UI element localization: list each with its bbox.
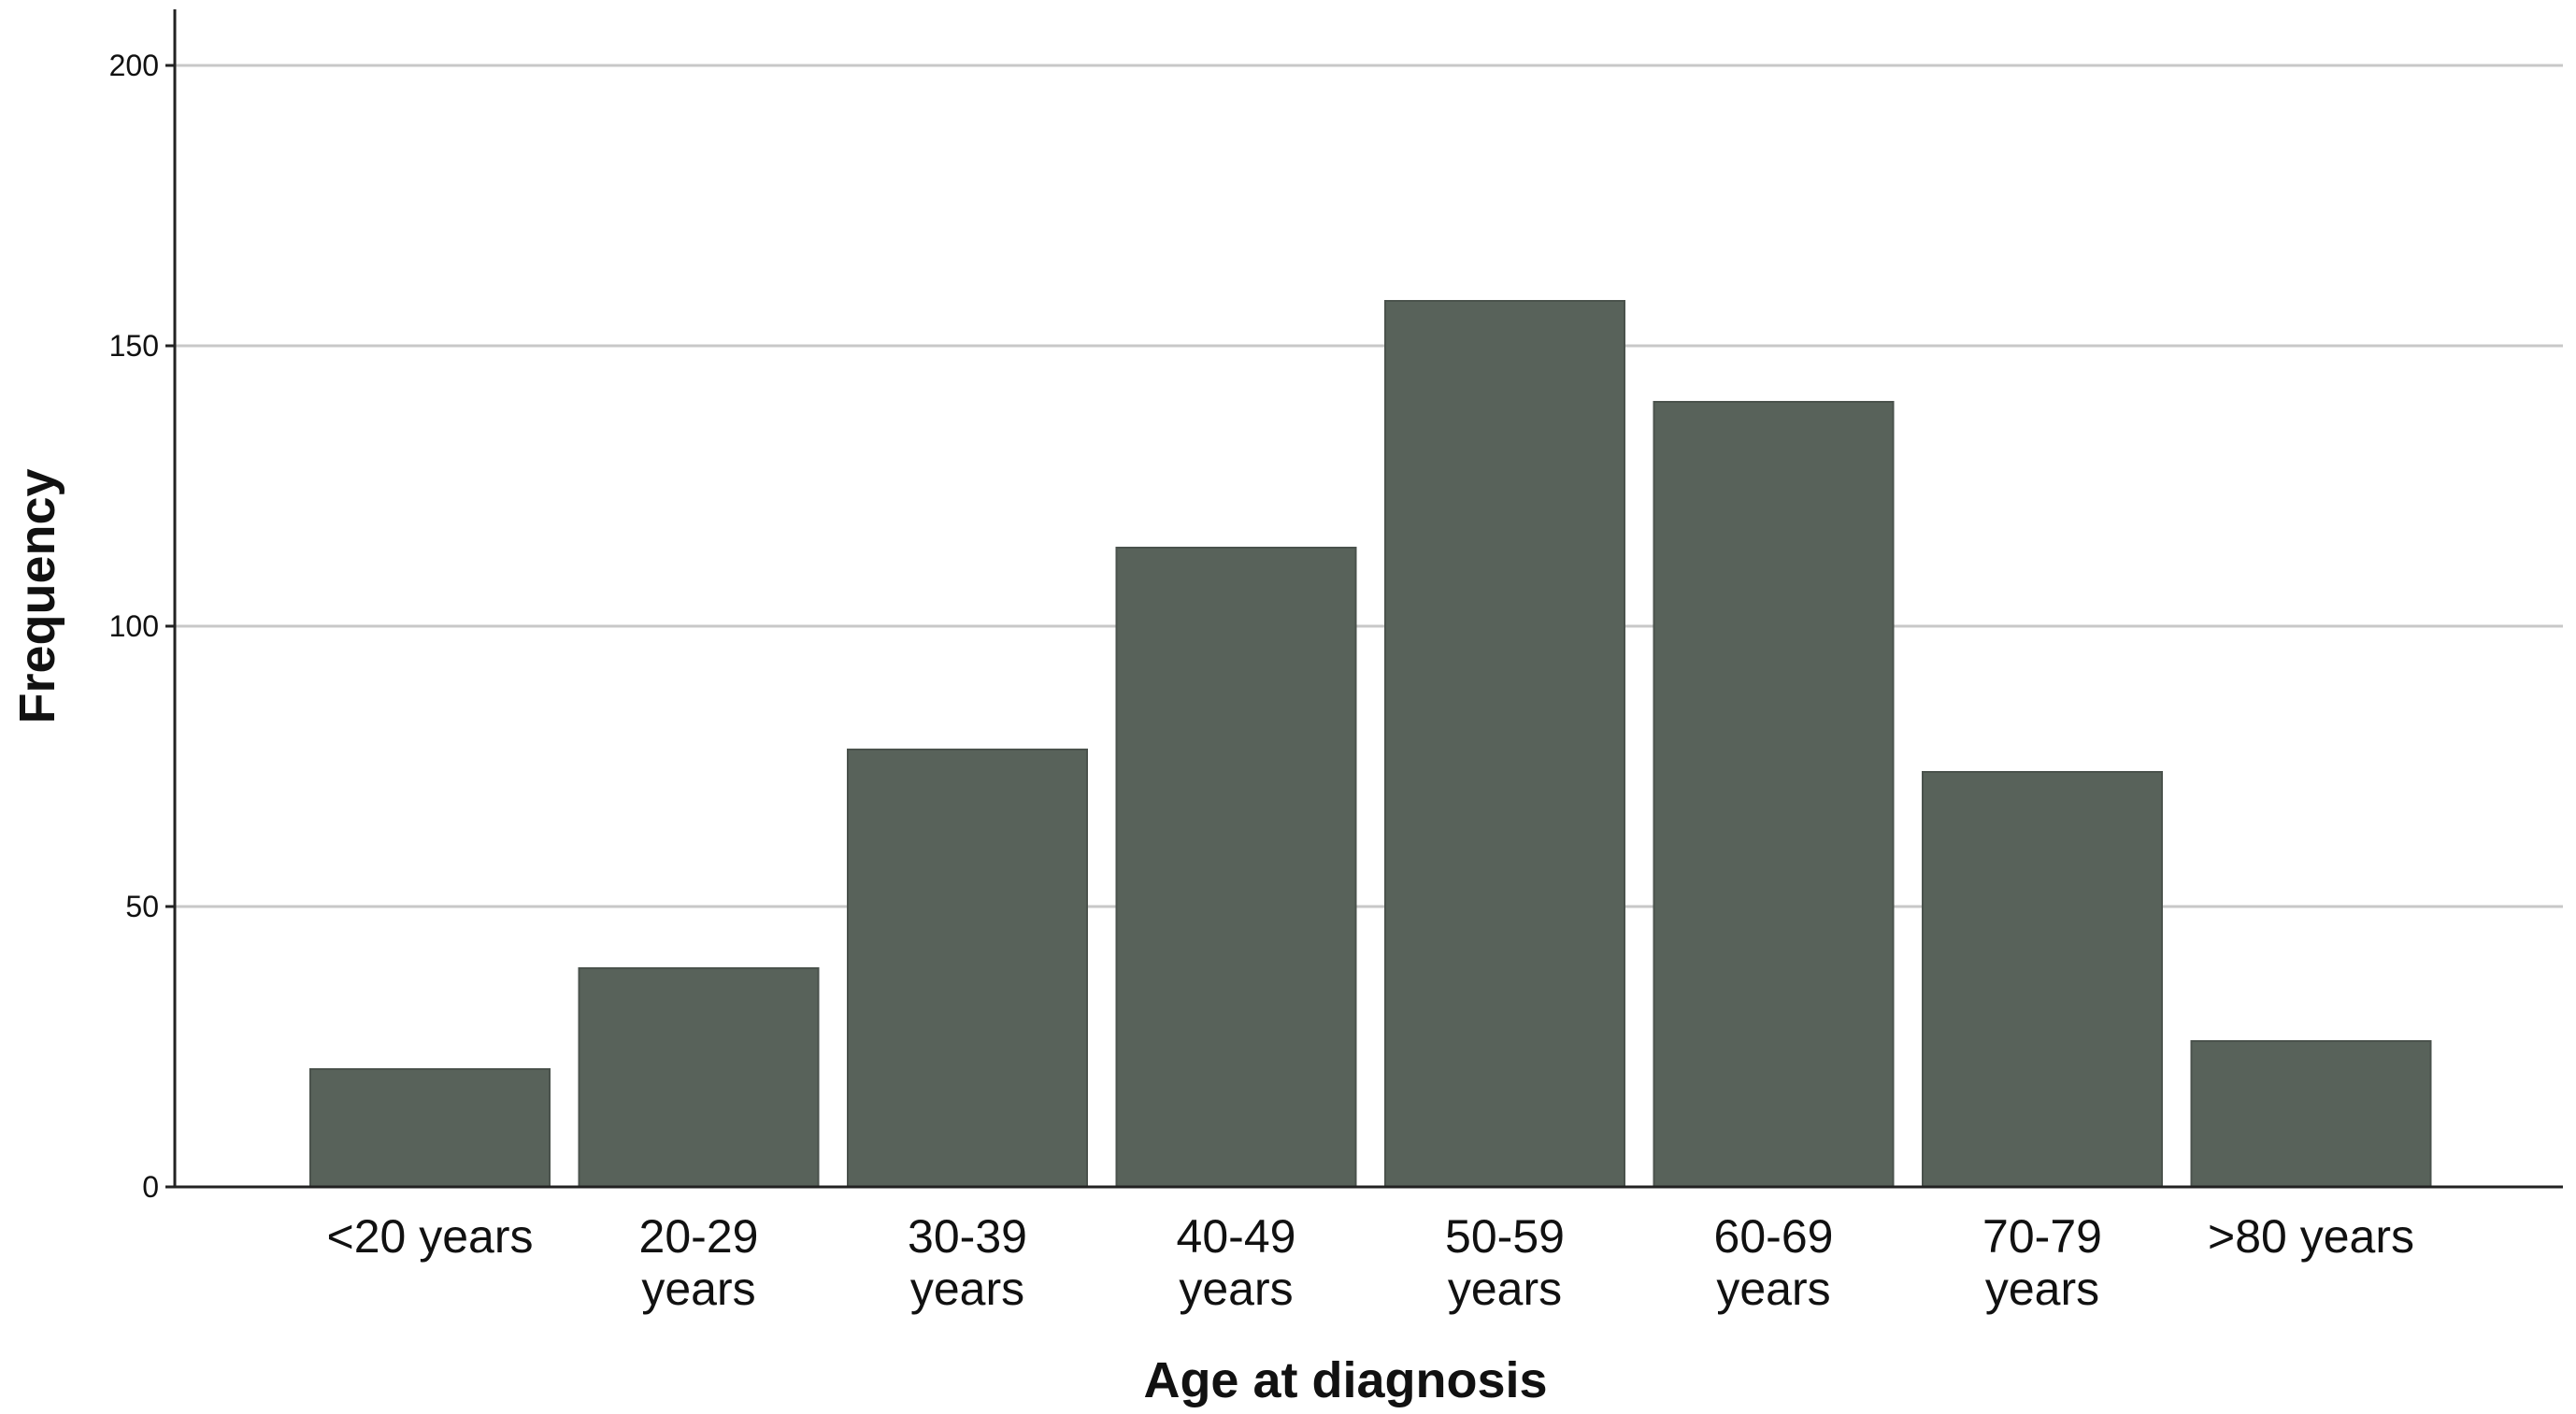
x-tick-label: years	[910, 1263, 1024, 1315]
x-tick-label: years	[1179, 1263, 1293, 1315]
x-tick-label: years	[641, 1263, 755, 1315]
y-tick-label: 100	[109, 609, 159, 643]
bar	[578, 967, 820, 1188]
x-tick-label: 50-59	[1445, 1210, 1565, 1263]
gridlines	[175, 64, 2563, 908]
x-tick-label: 40-49	[1177, 1210, 1296, 1263]
bar	[847, 749, 1088, 1188]
x-tick-label: <20 years	[327, 1210, 534, 1263]
x-tick-label: years	[1716, 1263, 1830, 1315]
x-tick-label: 20-29	[639, 1210, 759, 1263]
axes	[173, 9, 2563, 1189]
x-category-labels: <20 years 20-29years30-39years40-49years5…	[327, 1210, 2414, 1315]
bars	[309, 300, 2432, 1188]
x-tick-label: 30-39	[908, 1210, 1027, 1263]
y-tick-label: 50	[125, 890, 159, 923]
x-tick-label: years	[1985, 1263, 2099, 1315]
y-axis-title: Frequency	[9, 468, 65, 723]
y-tick-label: 150	[109, 329, 159, 363]
x-tick-label: years	[1448, 1263, 1562, 1315]
bar	[1384, 300, 1625, 1188]
bar	[1922, 771, 2163, 1188]
bar	[309, 1068, 551, 1188]
bar	[1653, 401, 1895, 1188]
y-tick-labels: 0 50 100 150 200	[109, 49, 175, 1204]
bar	[1115, 547, 1357, 1188]
x-axis-title: Age at diagnosis	[1143, 1352, 1547, 1408]
bar	[2190, 1040, 2432, 1188]
y-tick-label: 200	[109, 49, 159, 82]
x-tick-label: 70-79	[1982, 1210, 2102, 1263]
x-tick-label: 60-69	[1714, 1210, 1834, 1263]
y-tick-label: 0	[142, 1170, 159, 1204]
x-tick-label: >80 years	[2208, 1210, 2414, 1263]
